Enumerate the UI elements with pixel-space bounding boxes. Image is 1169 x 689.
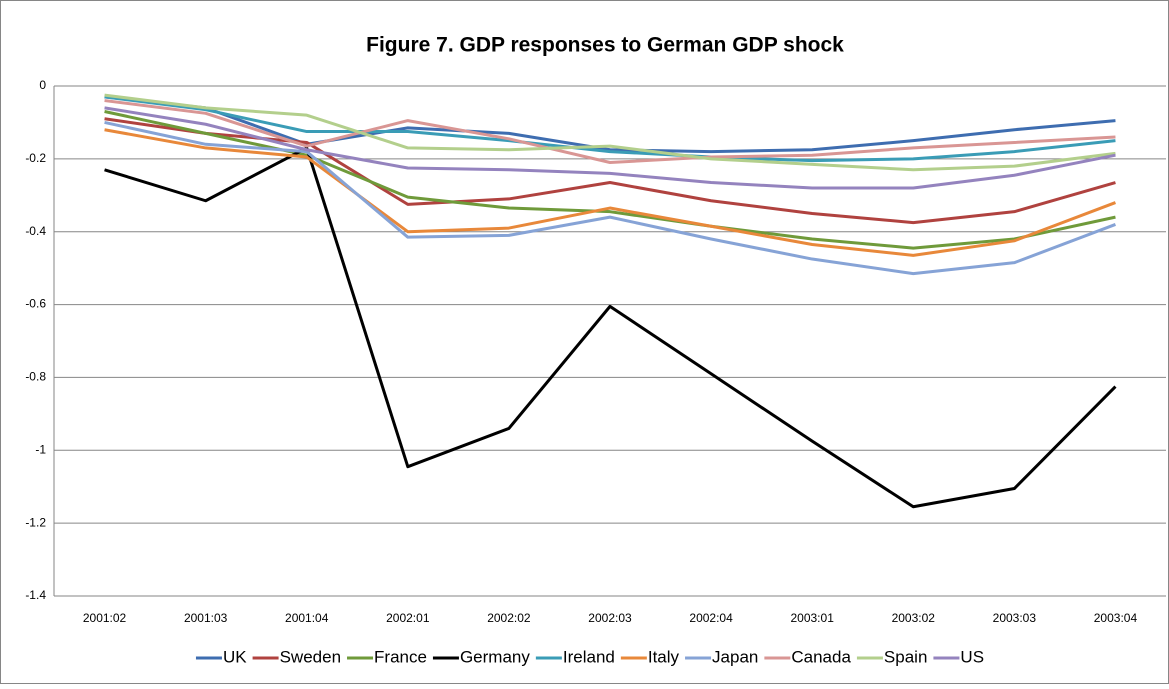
x-tick-label: 2001:03 (184, 611, 228, 625)
series-line (104, 106, 1116, 190)
series-line (104, 146, 1117, 509)
x-tick-label: 2002:01 (386, 611, 430, 625)
y-tick-label: -0.4 (25, 224, 46, 238)
legend-label: Ireland (563, 647, 615, 666)
y-tick-label: -1 (35, 442, 46, 456)
y-tick-label: -1.4 (25, 588, 46, 602)
x-tick-label: 2003:03 (993, 611, 1037, 625)
x-tick-label: 2002:03 (588, 611, 632, 625)
series-line (104, 93, 1116, 172)
legend-label: Germany (460, 647, 530, 666)
series-line (104, 117, 1116, 225)
legend-label: Japan (712, 647, 758, 666)
legend-label: Spain (884, 647, 927, 666)
series-line (104, 120, 1116, 276)
legend-label: France (374, 647, 427, 666)
y-tick-label: 0 (39, 78, 46, 92)
legend-label: Italy (648, 647, 680, 666)
series-line (104, 95, 1116, 154)
x-tick-label: 2001:04 (285, 611, 329, 625)
legend-label: US (960, 647, 984, 666)
y-tick-label: -0.8 (25, 370, 46, 384)
legend-label: Canada (791, 647, 851, 666)
x-tick-label: 2003:04 (1094, 611, 1138, 625)
series-line (104, 128, 1116, 257)
x-tick-label: 2003:02 (892, 611, 936, 625)
x-tick-label: 2001:02 (83, 611, 127, 625)
x-tick-label: 2002:04 (689, 611, 733, 625)
legend-label: Sweden (280, 647, 341, 666)
x-tick-label: 2003:01 (790, 611, 834, 625)
y-tick-label: -0.2 (25, 151, 46, 165)
y-tick-label: -0.6 (25, 297, 46, 311)
y-tick-label: -1.2 (25, 515, 46, 529)
series-line (104, 95, 1116, 163)
x-tick-label: 2002:02 (487, 611, 531, 625)
legend: UK Sweden France Germany Ireland Italy Japan Ca… (195, 647, 984, 666)
chart-title: Figure 7. GDP responses to German GDP sh… (366, 34, 844, 57)
legend-label: UK (223, 647, 247, 666)
series-line (104, 99, 1116, 164)
